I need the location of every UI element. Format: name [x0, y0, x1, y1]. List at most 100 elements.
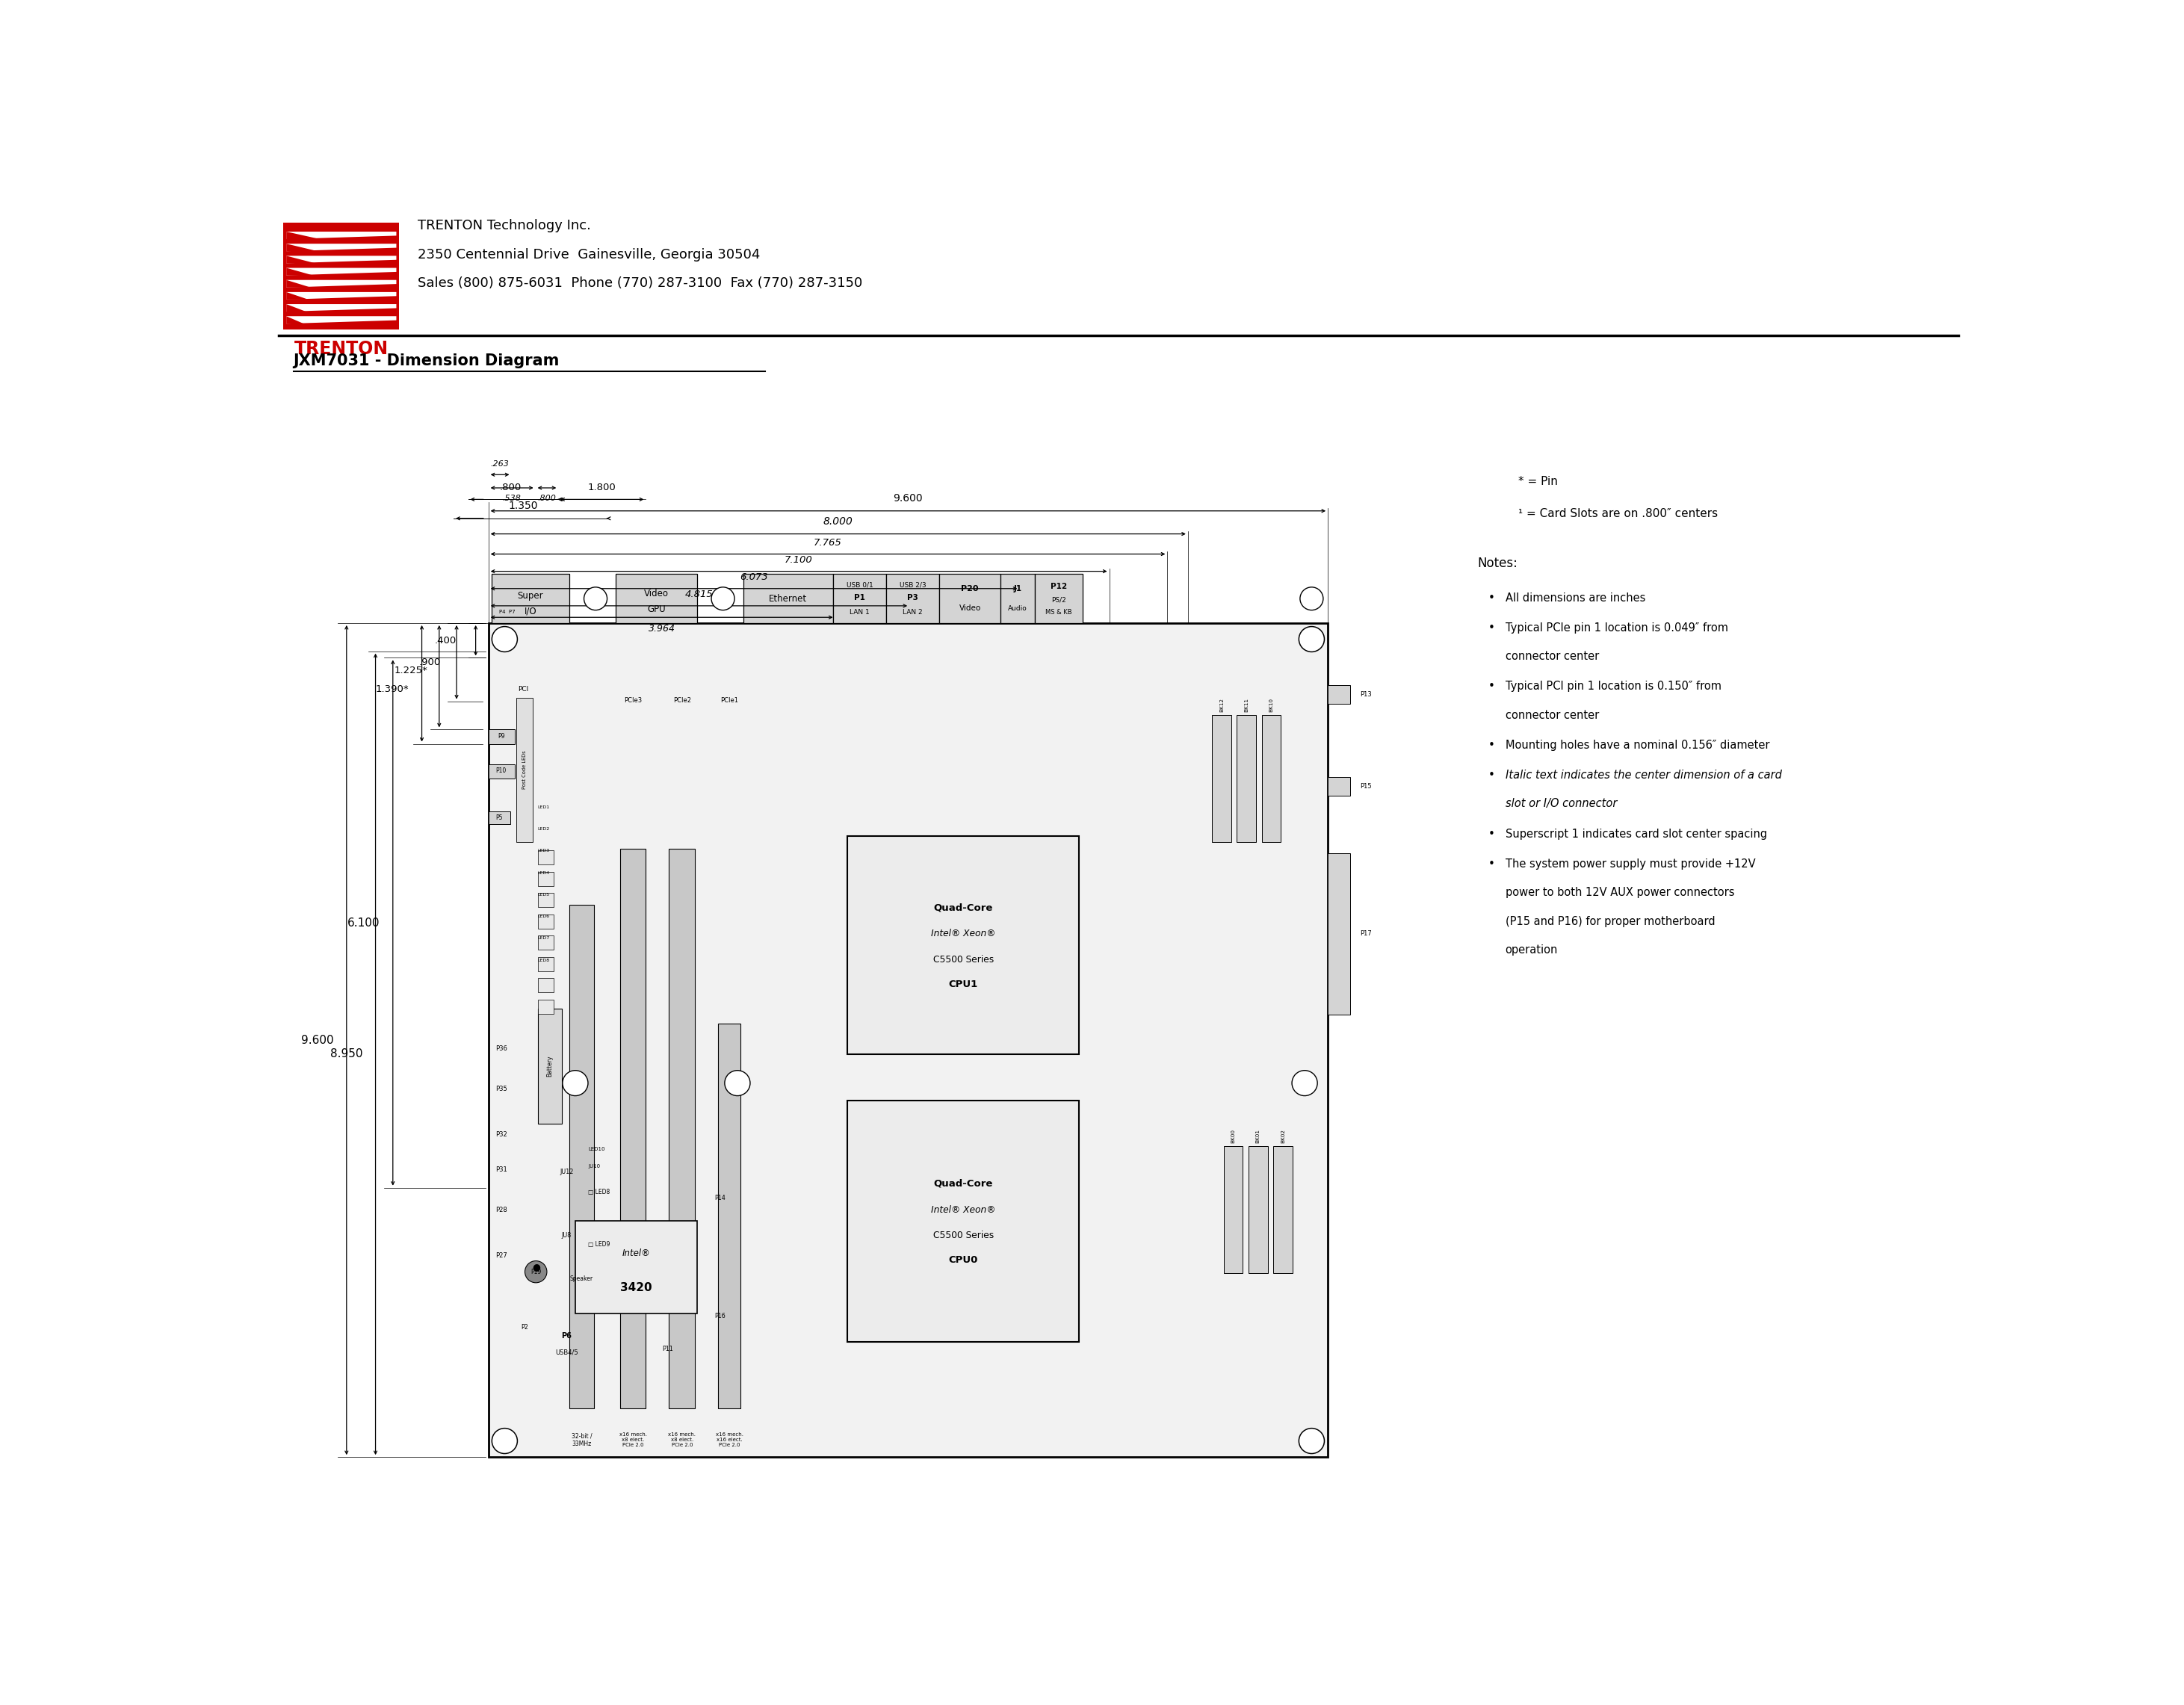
- Polygon shape: [286, 244, 317, 251]
- Text: TRENTON: TRENTON: [295, 339, 389, 358]
- Text: .800: .800: [500, 483, 522, 493]
- Text: □ LED9: □ LED9: [587, 1241, 609, 1248]
- Text: JU12: JU12: [559, 1170, 574, 1176]
- Text: 1.225*: 1.225*: [393, 665, 428, 675]
- Polygon shape: [286, 315, 395, 324]
- Text: .800: .800: [537, 494, 557, 501]
- Text: BK01: BK01: [1256, 1129, 1260, 1142]
- Circle shape: [491, 1429, 518, 1454]
- Text: P35: P35: [496, 1086, 507, 1093]
- Text: LED2: LED2: [537, 827, 550, 830]
- Bar: [743, 575, 832, 622]
- Text: Ethernet: Ethernet: [769, 593, 808, 604]
- Text: Typical PCI pin 1 location is 0.150″ from: Typical PCI pin 1 location is 0.150″ fro…: [1505, 680, 1721, 692]
- Text: P32: P32: [496, 1132, 507, 1139]
- Bar: [887, 575, 939, 622]
- Text: Video: Video: [959, 605, 981, 612]
- Text: .538: .538: [502, 494, 522, 501]
- Text: 7.765: 7.765: [815, 537, 843, 547]
- Text: Italic text indicates the center dimension of a card: Italic text indicates the center dimensi…: [1505, 769, 1782, 781]
- Text: 3420: 3420: [620, 1282, 653, 1292]
- Text: USB 2/3: USB 2/3: [900, 581, 926, 588]
- Text: P19: P19: [531, 1269, 542, 1275]
- Text: •: •: [1487, 829, 1494, 839]
- Text: TRENTON Technology Inc.: TRENTON Technology Inc.: [417, 220, 592, 232]
- Bar: [1035, 575, 1083, 622]
- Text: 8.000: 8.000: [823, 517, 854, 527]
- Bar: [574, 1221, 697, 1313]
- Text: JU8: JU8: [561, 1233, 572, 1240]
- Bar: [489, 622, 1328, 1458]
- Text: P1: P1: [854, 593, 865, 602]
- Bar: [1273, 1146, 1293, 1274]
- Text: P5: P5: [496, 815, 502, 822]
- Circle shape: [491, 626, 518, 651]
- Text: 9.600: 9.600: [893, 493, 924, 503]
- Text: PS/2: PS/2: [1051, 597, 1066, 604]
- Text: LED4: LED4: [537, 871, 550, 875]
- Text: P27: P27: [496, 1253, 507, 1258]
- Polygon shape: [286, 232, 395, 239]
- Bar: [832, 575, 887, 622]
- Bar: [537, 936, 555, 950]
- Text: Intel®: Intel®: [622, 1248, 651, 1258]
- Text: LAN 2: LAN 2: [902, 609, 924, 616]
- Circle shape: [712, 587, 734, 610]
- Text: The system power supply must provide +12V: The system power supply must provide +12…: [1505, 858, 1756, 870]
- Circle shape: [1299, 626, 1324, 651]
- Text: connector center: connector center: [1505, 709, 1599, 721]
- Circle shape: [583, 587, 607, 610]
- Text: P3: P3: [906, 593, 919, 602]
- Text: LED6: LED6: [537, 914, 550, 919]
- Bar: [1328, 852, 1350, 1014]
- Circle shape: [524, 1262, 546, 1282]
- Polygon shape: [286, 280, 395, 288]
- Text: x16 mech.
x16 elect.
PCIe 2.0: x16 mech. x16 elect. PCIe 2.0: [716, 1432, 743, 1448]
- Polygon shape: [286, 232, 319, 239]
- Text: Sales (800) 875-6031  Phone (770) 287-3100  Fax (770) 287-3150: Sales (800) 875-6031 Phone (770) 287-310…: [417, 276, 863, 290]
- Bar: [537, 957, 555, 972]
- Text: Battery: Battery: [546, 1055, 553, 1076]
- Text: 3.964: 3.964: [649, 624, 675, 634]
- Bar: [537, 999, 555, 1014]
- Text: CPU0: CPU0: [948, 1255, 978, 1265]
- Bar: [537, 871, 555, 887]
- Text: BK00: BK00: [1232, 1129, 1236, 1142]
- Text: P9: P9: [498, 733, 505, 740]
- Text: CPU1: CPU1: [948, 979, 978, 989]
- Text: •: •: [1487, 769, 1494, 781]
- Text: LED8: LED8: [537, 958, 550, 962]
- Text: Superscript 1 indicates card slot center spacing: Superscript 1 indicates card slot center…: [1505, 829, 1767, 839]
- Bar: [1262, 714, 1282, 842]
- Text: I/O: I/O: [524, 605, 537, 616]
- Text: LED1: LED1: [537, 805, 550, 810]
- Text: slot or I/O connector: slot or I/O connector: [1505, 798, 1616, 810]
- Text: •: •: [1487, 680, 1494, 692]
- Text: BK11: BK11: [1245, 697, 1249, 713]
- Text: .263: .263: [491, 460, 509, 469]
- Text: J1: J1: [1013, 585, 1022, 593]
- Bar: [616, 575, 697, 622]
- Polygon shape: [286, 268, 395, 276]
- Text: 9.600: 9.600: [301, 1035, 334, 1045]
- Bar: [1249, 1146, 1267, 1274]
- Text: P4  P7: P4 P7: [498, 610, 515, 614]
- Text: P31: P31: [496, 1166, 507, 1173]
- Bar: [1236, 714, 1256, 842]
- Text: BK02: BK02: [1280, 1129, 1284, 1142]
- Bar: [719, 1023, 740, 1408]
- Text: (P15 and P16) for proper motherboard: (P15 and P16) for proper motherboard: [1505, 916, 1714, 928]
- Text: connector center: connector center: [1505, 651, 1599, 662]
- Text: ●: ●: [533, 1262, 539, 1272]
- Text: 6.100: 6.100: [347, 917, 380, 929]
- Text: 8.950: 8.950: [330, 1049, 363, 1061]
- Text: 1.350: 1.350: [509, 501, 537, 512]
- Text: LED7: LED7: [537, 936, 550, 939]
- Text: P36: P36: [496, 1045, 507, 1052]
- Text: operation: operation: [1505, 945, 1557, 955]
- Text: Speaker: Speaker: [570, 1275, 592, 1282]
- Text: Super: Super: [518, 592, 544, 602]
- Bar: [939, 575, 1000, 622]
- Text: * = Pin: * = Pin: [1518, 476, 1557, 488]
- Text: MS & KB: MS & KB: [1046, 609, 1072, 616]
